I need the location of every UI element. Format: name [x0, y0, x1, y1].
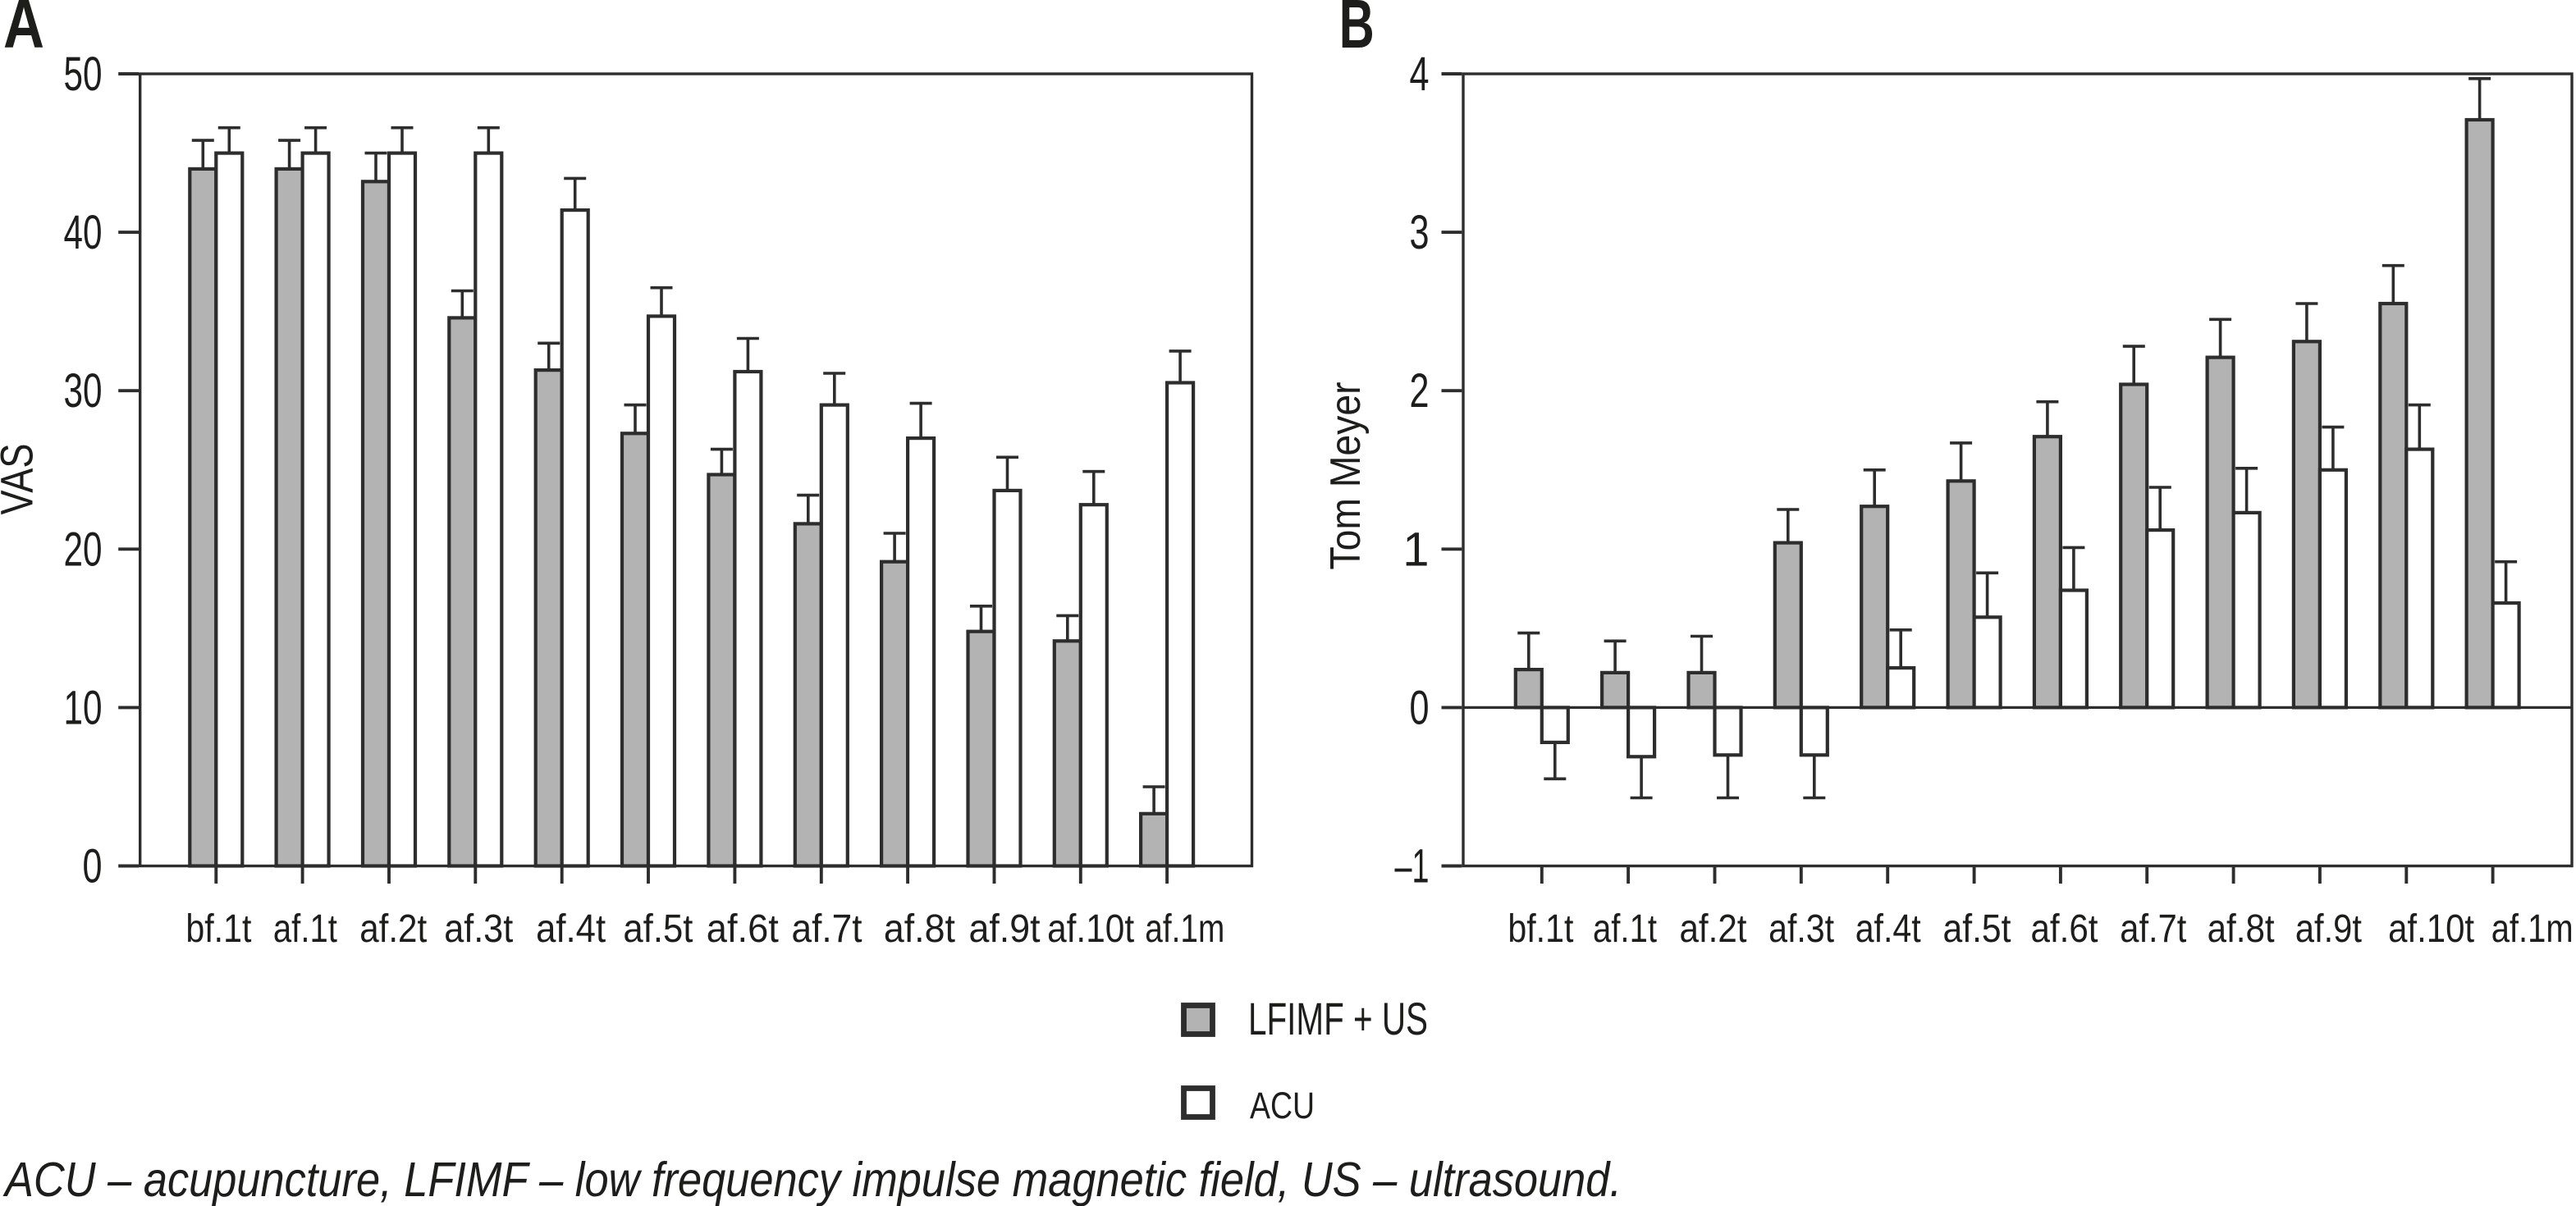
svg-text:–1: –1 — [1395, 840, 1430, 893]
svg-text:af.7t: af.7t — [2120, 907, 2186, 951]
svg-text:0: 0 — [1410, 681, 1430, 734]
svg-text:50: 50 — [64, 48, 103, 101]
svg-text:ACU – acupuncture, LFIMF – low: ACU – acupuncture, LFIMF – low frequency… — [2, 1153, 1622, 1206]
svg-text:af.1m: af.1m — [1145, 907, 1224, 951]
svg-text:10: 10 — [64, 681, 103, 734]
svg-text:af.1t: af.1t — [273, 907, 337, 951]
svg-text:30: 30 — [64, 364, 103, 418]
svg-text:40: 40 — [64, 206, 103, 259]
svg-text:af.2t: af.2t — [1680, 907, 1747, 951]
svg-text:A: A — [3, 0, 44, 62]
svg-text:3: 3 — [1410, 206, 1430, 259]
svg-text:B: B — [1339, 0, 1375, 62]
svg-text:af.6t: af.6t — [707, 907, 779, 951]
svg-text:0: 0 — [83, 840, 103, 893]
svg-text:af.1t: af.1t — [1593, 907, 1657, 951]
svg-text:LFIMF + US: LFIMF + US — [1248, 993, 1428, 1044]
svg-text:af.8t: af.8t — [2208, 907, 2275, 951]
svg-text:af.4t: af.4t — [536, 907, 606, 951]
svg-text:VAS: VAS — [0, 444, 43, 515]
svg-text:af.9t: af.9t — [969, 907, 1041, 951]
svg-text:bf.1t: bf.1t — [1508, 907, 1573, 951]
svg-text:af.7t: af.7t — [792, 907, 862, 951]
svg-text:af.3t: af.3t — [444, 907, 513, 951]
svg-text:af.6t: af.6t — [2031, 907, 2098, 951]
svg-text:af.9t: af.9t — [2295, 907, 2362, 951]
svg-text:af.3t: af.3t — [1768, 907, 1834, 951]
svg-text:4: 4 — [1410, 48, 1430, 101]
svg-text:af.5t: af.5t — [1943, 907, 2011, 951]
svg-text:bf.1t: bf.1t — [185, 907, 251, 951]
svg-text:af.8t: af.8t — [884, 907, 955, 951]
svg-text:2: 2 — [1410, 364, 1430, 418]
svg-text:af.1m: af.1m — [2491, 907, 2574, 951]
svg-text:af.10t: af.10t — [2388, 907, 2474, 951]
svg-text:af.4t: af.4t — [1855, 907, 1921, 951]
svg-text:20: 20 — [64, 523, 103, 576]
svg-text:af.10t: af.10t — [1047, 907, 1134, 951]
svg-text:af.5t: af.5t — [623, 907, 693, 951]
svg-text:1: 1 — [1402, 523, 1429, 576]
svg-text:ACU: ACU — [1250, 1085, 1315, 1126]
svg-text:af.2t: af.2t — [359, 907, 427, 951]
svg-text:Tom Meyer: Tom Meyer — [1322, 382, 1370, 570]
